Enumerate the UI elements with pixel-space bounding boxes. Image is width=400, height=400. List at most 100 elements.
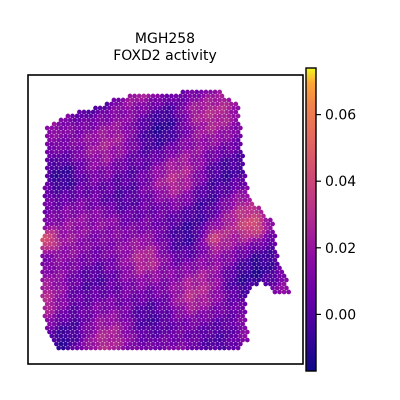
tissue-spot [263, 225, 269, 231]
tissue-spot [74, 233, 80, 239]
tissue-spot [109, 117, 114, 123]
tissue-spot [164, 229, 170, 235]
tissue-spot [244, 273, 250, 279]
tissue-spot [175, 153, 181, 159]
tissue-spot [146, 333, 151, 339]
tissue-spot [187, 149, 193, 155]
tissue-spot [152, 305, 158, 311]
tissue-spot [155, 253, 160, 259]
tissue-spot [125, 233, 131, 239]
tissue-spot [185, 345, 190, 351]
tissue-spot [129, 241, 135, 247]
tissue-spot [136, 141, 142, 147]
tissue-spot [175, 145, 181, 151]
tissue-spot [51, 281, 57, 287]
tissue-spot [217, 121, 223, 127]
tissue-spot [157, 281, 163, 287]
tissue-spot [228, 277, 234, 283]
tissue-spot [189, 297, 195, 303]
tissue-spot [233, 237, 239, 243]
tissue-spot [44, 245, 50, 251]
tissue-spot [88, 281, 94, 287]
tissue-spot [224, 341, 229, 347]
tissue-spot [203, 233, 209, 239]
tissue-spot [162, 265, 167, 271]
tissue-spot [233, 141, 239, 147]
tissue-spot [113, 317, 119, 323]
tissue-spot [116, 265, 121, 271]
tissue-spot [210, 253, 216, 259]
tissue-spot [81, 117, 87, 123]
tissue-spot [284, 277, 289, 283]
tissue-spot [104, 205, 110, 211]
tissue-spot [166, 113, 172, 119]
tissue-spot [178, 269, 183, 275]
tissue-spot [148, 249, 154, 255]
tissue-spot [233, 189, 239, 195]
tissue-spot [56, 185, 62, 191]
tissue-spot [166, 305, 172, 311]
tissue-spot [129, 345, 135, 351]
tissue-spot [79, 241, 85, 247]
tissue-spot [40, 277, 45, 283]
tissue-spot [185, 249, 190, 255]
tissue-spot [205, 301, 211, 307]
tissue-spot [210, 173, 216, 179]
tissue-spot [198, 233, 204, 239]
tissue-spot [178, 301, 183, 307]
tissue-spot [228, 189, 234, 195]
tissue-spot [233, 125, 239, 131]
tissue-spot [54, 197, 59, 203]
tissue-spot [152, 113, 158, 119]
tissue-spot [240, 153, 246, 159]
tissue-spot [219, 125, 225, 131]
tissue-spot [88, 185, 94, 191]
tissue-spot [129, 105, 135, 111]
tissue-spot [194, 305, 200, 311]
tissue-spot [49, 197, 55, 203]
tissue-spot [77, 189, 82, 195]
tissue-spot [129, 161, 135, 167]
tissue-spot [194, 209, 200, 215]
tissue-spot [155, 141, 160, 147]
tissue-spot [88, 153, 94, 159]
tissue-spot [139, 321, 144, 327]
tissue-spot [187, 189, 193, 195]
tissue-spot [90, 149, 96, 155]
tissue-spot [231, 297, 236, 303]
tissue-spot [235, 169, 241, 175]
tissue-spot [77, 269, 82, 275]
tissue-spot [187, 237, 193, 243]
tissue-spot [169, 205, 174, 211]
tissue-spot [198, 321, 204, 327]
tissue-spot [238, 285, 243, 291]
tissue-spot [150, 109, 156, 115]
tissue-spot [159, 269, 165, 275]
tissue-spot [102, 153, 108, 159]
tissue-spot [215, 325, 220, 331]
tissue-spot [150, 117, 156, 123]
tissue-spot [180, 121, 186, 127]
tissue-spot [196, 325, 202, 331]
tissue-spot [139, 345, 144, 351]
tissue-spot [136, 309, 142, 315]
tissue-spot [104, 229, 110, 235]
tissue-spot [129, 201, 135, 207]
tissue-spot [198, 337, 204, 343]
tissue-spot [150, 301, 156, 307]
tissue-spot [210, 237, 216, 243]
tissue-spot [146, 285, 151, 291]
tissue-spot [67, 133, 73, 139]
tissue-spot [100, 221, 105, 227]
tissue-spot [192, 149, 197, 155]
tissue-spot [208, 249, 213, 255]
tissue-spot [141, 149, 147, 155]
tissue-spot [95, 341, 101, 347]
tissue-spot [258, 273, 264, 279]
tissue-spot [95, 213, 101, 219]
tissue-spot [132, 109, 137, 115]
tissue-spot [60, 225, 66, 231]
tissue-spot [185, 329, 190, 335]
tissue-spot [171, 105, 177, 111]
tissue-spot [258, 225, 264, 231]
